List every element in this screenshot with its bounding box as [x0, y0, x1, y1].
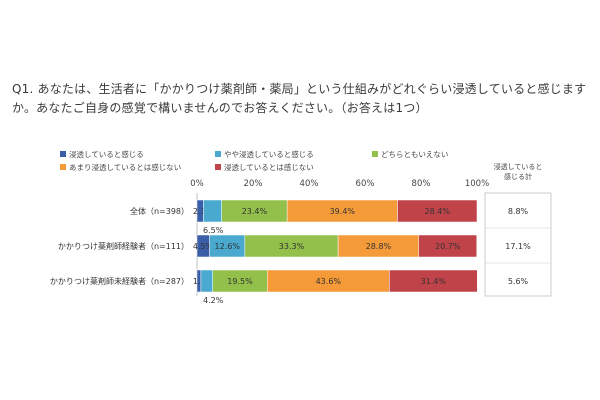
legend-swatch-5 — [215, 164, 221, 170]
question-body: あなたは、生活者に「かかりつけ薬剤師・薬局」という仕組みがどれぐらい浸透している… — [12, 82, 587, 115]
legend-label-1: 浸透していると感じる — [69, 149, 144, 159]
summary-value-1: 8.8% — [508, 207, 529, 216]
bar-2-5 — [418, 234, 477, 258]
legend-swatch-3 — [372, 151, 378, 157]
summary-box — [484, 192, 552, 297]
bar-1-5 — [397, 199, 478, 223]
question-text: Q1. あなたは、生活者に「かかりつけ薬剤師・薬局」という仕組みがどれぐらい浸透… — [12, 80, 588, 118]
category-label-1: 全体（n=398） — [130, 206, 189, 216]
legend-swatch-1 — [60, 151, 66, 157]
legend-label-5: 浸透しているとは感じない — [224, 162, 314, 172]
x-tick-80pct: 80% — [412, 179, 431, 189]
data-label-2-1: 4.5% — [193, 242, 214, 251]
bar-3-2 — [200, 269, 213, 293]
chart-legend: 浸透していると感じる やや浸透していると感じる どちらともいえないあまり浸透している… — [60, 149, 448, 172]
data-label-2-2: 12.6% — [215, 242, 241, 251]
legend-label-4: あまり浸透しているとは感じない — [69, 162, 181, 172]
data-label-3-5: 31.4% — [421, 277, 447, 286]
summary-value-3: 5.6% — [508, 277, 529, 286]
x-tick-100pct: 100% — [465, 179, 489, 189]
x-tick-0pct: 0% — [190, 179, 204, 189]
legend-label-3: どちらともいえない — [381, 150, 448, 159]
x-tick-40pct: 40% — [300, 179, 319, 189]
legend-swatch-2 — [215, 151, 221, 157]
question-number: Q1. — [12, 82, 34, 96]
data-label-1-3: 23.4% — [242, 207, 268, 216]
legend-label-2: やや浸透していると感じる — [224, 149, 314, 159]
data-label-3-3: 19.5% — [227, 277, 253, 286]
data-label-3-2: 4.2% — [203, 296, 224, 305]
summary-header-line1: 浸透していると — [494, 162, 543, 171]
bar-1-2 — [203, 199, 222, 223]
bar-3-5 — [389, 269, 478, 293]
data-label-2-3: 33.3% — [279, 242, 305, 251]
summary-value-2: 17.1% — [505, 242, 531, 251]
x-tick-60pct: 60% — [356, 179, 375, 189]
chart-bars: 全体（n=398） 2.3%6.5%23.4% 39.4% 28.4%かかりつけ薬剤師… — [50, 199, 478, 305]
data-label-1-4: 39.4% — [330, 207, 356, 216]
data-label-1-2: 6.5% — [203, 226, 224, 235]
summary-header-line2: 感じる計 — [504, 172, 532, 181]
legend-swatch-4 — [60, 164, 66, 170]
category-label-3: かかりつけ薬剤師未経験者（n=287） — [50, 276, 189, 286]
category-label-2: かかりつけ薬剤師経験者（n=111） — [58, 241, 189, 251]
data-label-2-4: 28.8% — [366, 242, 392, 251]
data-label-3-4: 43.6% — [316, 277, 342, 286]
data-label-1-5: 28.4% — [425, 207, 451, 216]
x-tick-20pct: 20% — [244, 179, 263, 189]
data-label-2-5: 20.7% — [435, 242, 461, 251]
